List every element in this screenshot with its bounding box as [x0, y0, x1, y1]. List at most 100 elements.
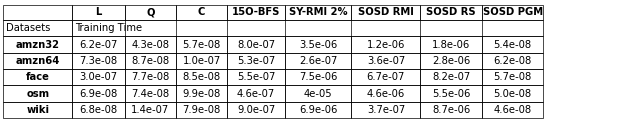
Bar [3, 53, 72, 69]
Bar [351, 69, 420, 85]
Text: 8.7e-06: 8.7e-06 [432, 105, 470, 115]
Text: wiki: wiki [26, 105, 49, 115]
Text: 8.5e-08: 8.5e-08 [182, 72, 221, 82]
Text: 8.7e-08: 8.7e-08 [131, 56, 170, 66]
Bar [176, 102, 227, 118]
Text: L: L [95, 8, 102, 17]
Bar [285, 36, 351, 53]
Text: 5.3e-07: 5.3e-07 [237, 56, 275, 66]
Text: osm: osm [26, 89, 49, 99]
Bar [176, 36, 227, 53]
Text: 4.3e-08: 4.3e-08 [131, 39, 170, 50]
Text: SY-RMI 2%: SY-RMI 2% [289, 8, 348, 17]
Bar [482, 53, 543, 69]
Bar [125, 36, 176, 53]
Bar [125, 53, 176, 69]
Bar [227, 36, 285, 53]
Bar [72, 102, 125, 118]
Bar [285, 85, 351, 102]
Text: 15O-BFS: 15O-BFS [232, 8, 280, 17]
Bar [125, 85, 176, 102]
Text: 4.6e-06: 4.6e-06 [367, 89, 405, 99]
Bar [72, 36, 125, 53]
Text: 6.2e-08: 6.2e-08 [493, 56, 532, 66]
Bar [482, 85, 543, 102]
Bar [3, 5, 72, 20]
Bar [285, 102, 351, 118]
Text: 3.6e-07: 3.6e-07 [367, 56, 405, 66]
Text: 6.9e-06: 6.9e-06 [299, 105, 337, 115]
Bar [420, 53, 482, 69]
Bar [72, 69, 125, 85]
Text: 8.0e-07: 8.0e-07 [237, 39, 275, 50]
Bar [3, 69, 72, 85]
Text: 2.8e-06: 2.8e-06 [432, 56, 470, 66]
Bar [72, 85, 125, 102]
Bar [125, 102, 176, 118]
Text: 4e-05: 4e-05 [304, 89, 332, 99]
Bar [176, 85, 227, 102]
Bar [227, 69, 285, 85]
Text: 6.7e-07: 6.7e-07 [367, 72, 405, 82]
Bar [482, 36, 543, 53]
Text: 1.2e-06: 1.2e-06 [367, 39, 405, 50]
Text: 7.4e-08: 7.4e-08 [131, 89, 170, 99]
Text: 5.4e-08: 5.4e-08 [493, 39, 532, 50]
Bar [482, 69, 543, 85]
Text: 4.6e-08: 4.6e-08 [493, 105, 532, 115]
Bar [351, 36, 420, 53]
Bar [125, 5, 176, 20]
Bar [482, 102, 543, 118]
Bar [420, 102, 482, 118]
Bar [351, 53, 420, 69]
Bar [72, 5, 125, 20]
Bar [3, 20, 72, 36]
Bar [285, 69, 351, 85]
Text: 8.2e-07: 8.2e-07 [432, 72, 470, 82]
Bar [482, 5, 543, 20]
Bar [227, 53, 285, 69]
Text: 2.6e-07: 2.6e-07 [299, 56, 337, 66]
Bar [72, 20, 543, 36]
Text: Datasets: Datasets [6, 23, 51, 33]
Bar [351, 102, 420, 118]
Bar [125, 69, 176, 85]
Bar [420, 69, 482, 85]
Text: 6.9e-08: 6.9e-08 [79, 89, 118, 99]
Text: 5.7e-08: 5.7e-08 [493, 72, 532, 82]
Text: SOSD PGM: SOSD PGM [483, 8, 543, 17]
Text: 1.4e-07: 1.4e-07 [131, 105, 170, 115]
Text: 9.0e-07: 9.0e-07 [237, 105, 275, 115]
Text: 5.0e-08: 5.0e-08 [493, 89, 532, 99]
Text: 7.9e-08: 7.9e-08 [182, 105, 221, 115]
Text: Q: Q [146, 8, 155, 17]
Text: 4.6e-07: 4.6e-07 [237, 89, 275, 99]
Text: 5.5e-07: 5.5e-07 [237, 72, 275, 82]
Text: amzn32: amzn32 [16, 39, 60, 50]
Bar [3, 36, 72, 53]
Text: 7.3e-08: 7.3e-08 [79, 56, 118, 66]
Bar [176, 5, 227, 20]
Bar [176, 69, 227, 85]
Bar [227, 5, 285, 20]
Text: 7.5e-06: 7.5e-06 [299, 72, 337, 82]
Text: Training Time: Training Time [76, 23, 143, 33]
Bar [351, 5, 420, 20]
Bar [227, 102, 285, 118]
Text: face: face [26, 72, 50, 82]
Text: 7.7e-08: 7.7e-08 [131, 72, 170, 82]
Bar [227, 85, 285, 102]
Text: amzn64: amzn64 [15, 56, 60, 66]
Bar [420, 85, 482, 102]
Bar [351, 85, 420, 102]
Bar [420, 5, 482, 20]
Text: SOSD RS: SOSD RS [426, 8, 476, 17]
Text: 5.5e-06: 5.5e-06 [432, 89, 470, 99]
Text: 9.9e-08: 9.9e-08 [182, 89, 221, 99]
Bar [3, 85, 72, 102]
Bar [285, 53, 351, 69]
Text: 3.5e-06: 3.5e-06 [299, 39, 337, 50]
Bar [72, 53, 125, 69]
Text: SOSD RMI: SOSD RMI [358, 8, 414, 17]
Text: 5.7e-08: 5.7e-08 [182, 39, 221, 50]
